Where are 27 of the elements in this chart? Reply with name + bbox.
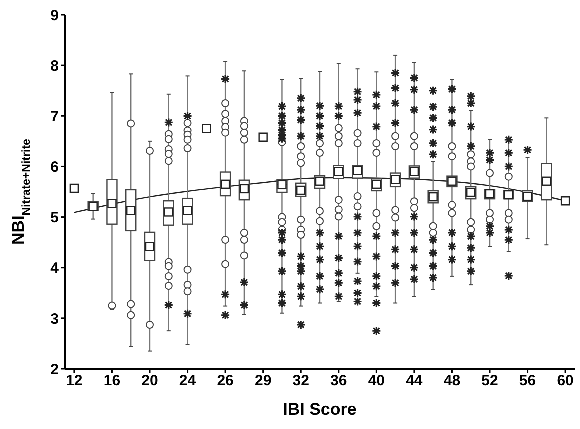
y-tick-label: 6: [50, 159, 59, 176]
x-tick-label: 60: [557, 372, 574, 390]
x-tick-label: 40: [368, 372, 386, 390]
y-tick-label: 7: [50, 108, 59, 126]
y-tick-label: 8: [50, 58, 59, 75]
point: [202, 124, 212, 134]
x-tick-label: 36: [330, 372, 348, 390]
x-tick-label: 24: [179, 372, 197, 390]
x-tick-label: 44: [406, 372, 424, 390]
x-tick-label: 52: [482, 372, 498, 390]
y-tick-label: 9: [50, 7, 59, 24]
x-tick-label: 32: [292, 372, 310, 390]
x-tick-label: 20: [142, 372, 158, 390]
x-tick-label: 12: [66, 372, 83, 390]
y-tick-label: 5: [50, 210, 59, 227]
point: [258, 132, 268, 142]
x-tick-label: 56: [519, 372, 536, 390]
x-tick-label: 29: [254, 372, 272, 390]
x-tick-label: 26: [217, 372, 234, 390]
point: [70, 184, 80, 194]
y-tick-label: 3: [50, 310, 59, 328]
x-tick-label: 16: [104, 372, 121, 390]
y-tick-label: 2: [50, 361, 59, 378]
point: [560, 196, 570, 206]
y-tick-label: 4: [50, 260, 60, 278]
x-axis-title: IBI Score: [283, 400, 357, 419]
x-tick-label: 48: [444, 372, 461, 390]
